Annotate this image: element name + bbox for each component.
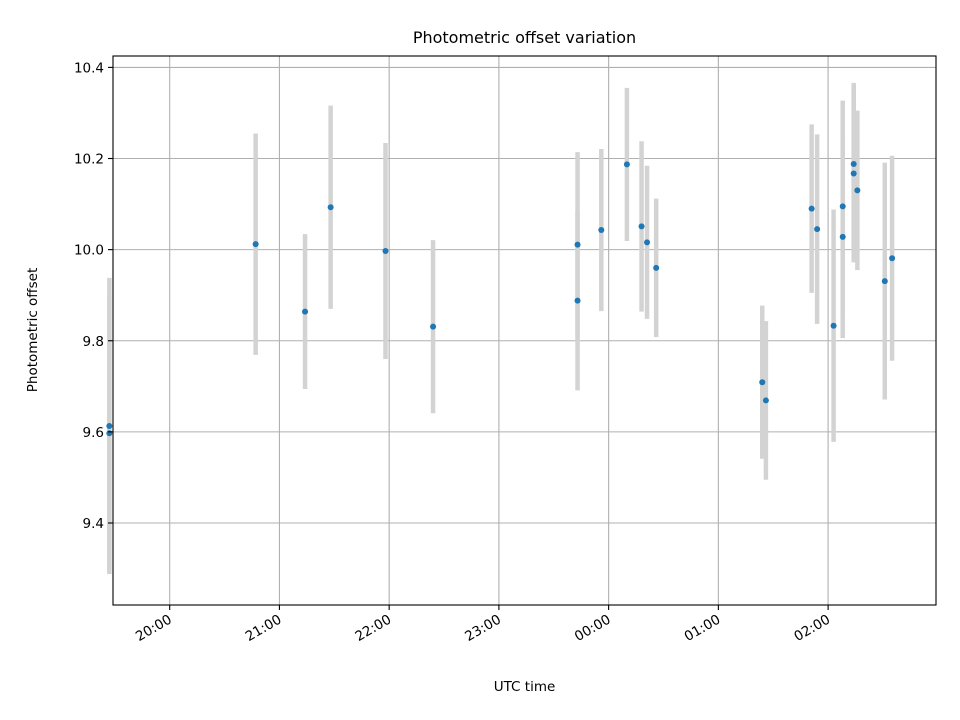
- data-point: [430, 323, 437, 330]
- data-point: [889, 255, 896, 262]
- plot-frame: [112, 55, 937, 606]
- y-axis-ticks: 9.4 9.6 9.8 10.0 10.2 10.4: [74, 60, 113, 532]
- data-point: [814, 226, 821, 233]
- data-point: [759, 379, 766, 386]
- data-point: [106, 430, 113, 437]
- data-point: [574, 297, 581, 304]
- y-tick-label: 10.2: [74, 152, 104, 168]
- data-point: [839, 203, 846, 210]
- data-point: [638, 223, 645, 230]
- y-tick-label: 10.4: [74, 60, 104, 76]
- data-point: [808, 205, 815, 212]
- data-point: [106, 422, 113, 429]
- data-point: [850, 160, 857, 167]
- data-point: [653, 264, 660, 271]
- data-point: [762, 397, 769, 404]
- data-point: [327, 204, 334, 211]
- data-point: [623, 161, 630, 168]
- data-point: [252, 241, 259, 248]
- y-tick-label: 10.0: [74, 243, 104, 259]
- y-axis-label: Photometric offset: [25, 268, 41, 392]
- data-point: [850, 170, 857, 177]
- y-tick-label: 9.8: [83, 334, 104, 350]
- data-point: [881, 278, 888, 285]
- grid: [113, 56, 936, 605]
- data-point: [574, 241, 581, 248]
- data-point: [598, 227, 605, 234]
- y-tick-label: 9.6: [83, 425, 104, 441]
- x-axis-label: UTC time: [494, 679, 556, 695]
- data-points: [106, 160, 896, 437]
- data-point: [302, 308, 309, 315]
- data-point: [854, 187, 861, 194]
- data-point: [644, 239, 651, 246]
- data-point: [839, 233, 846, 240]
- data-point: [382, 247, 389, 254]
- chart-title: Photometric offset variation: [413, 28, 636, 47]
- data-point: [830, 322, 837, 329]
- y-tick-label: 9.4: [83, 516, 104, 532]
